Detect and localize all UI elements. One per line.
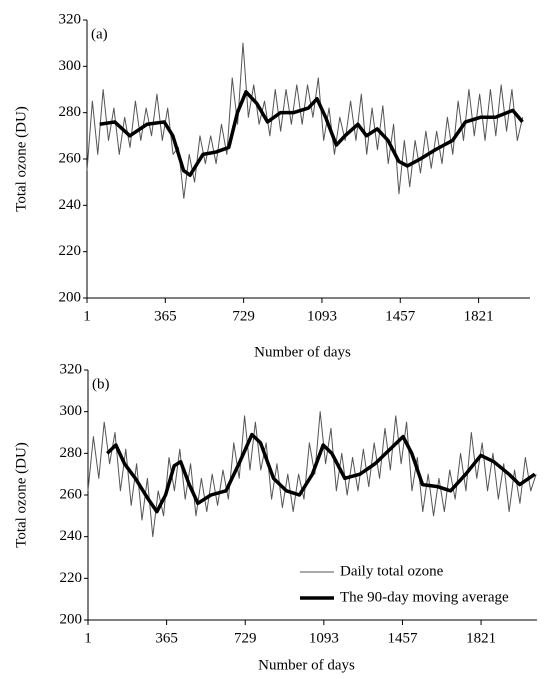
y-axis-label: Total ozone (DU) [13, 442, 29, 548]
x-axis-label: Number of days [258, 657, 355, 673]
y-axis-label: Total ozone (DU) [13, 106, 29, 212]
x-tick-label: 1457 [387, 630, 418, 646]
x-tick-label: 365 [155, 630, 178, 646]
x-tick-label: 729 [232, 308, 255, 324]
y-tick-label: 200 [59, 289, 82, 305]
x-tick-label: 1821 [464, 308, 494, 324]
x-axis-label: Number of days [254, 344, 351, 360]
y-tick-label: 220 [60, 570, 83, 586]
series-line [87, 411, 537, 538]
y-tick-label: 280 [59, 104, 82, 120]
y-tick-label: 240 [60, 528, 83, 544]
x-tick-label: 1 [84, 630, 92, 646]
x-tick-label: 1457 [385, 308, 416, 324]
panel-label: (b) [92, 376, 110, 392]
y-tick-label: 300 [59, 58, 82, 74]
x-tick-label: 1821 [466, 630, 496, 646]
y-tick-label: 320 [60, 361, 83, 377]
legend-label: Daily total ozone [340, 563, 444, 579]
y-tick-label: 260 [60, 486, 83, 502]
legend-label: The 90-day moving average [340, 589, 509, 605]
x-tick-label: 1093 [309, 630, 339, 646]
series-line [99, 90, 524, 177]
y-tick-label: 220 [59, 243, 82, 259]
series-line [106, 432, 536, 514]
x-tick-label: 365 [154, 308, 177, 324]
x-tick-label: 729 [234, 630, 257, 646]
y-tick-label: 280 [60, 445, 83, 461]
x-tick-label: 1093 [307, 308, 337, 324]
y-tick-label: 300 [60, 403, 83, 419]
x-tick-label: 1 [83, 308, 91, 324]
y-tick-label: 260 [59, 150, 82, 166]
y-tick-label: 200 [60, 611, 83, 627]
panel-label: (a) [91, 26, 108, 42]
y-tick-label: 240 [59, 197, 82, 213]
y-tick-label: 320 [59, 11, 82, 27]
series-line [86, 42, 524, 199]
